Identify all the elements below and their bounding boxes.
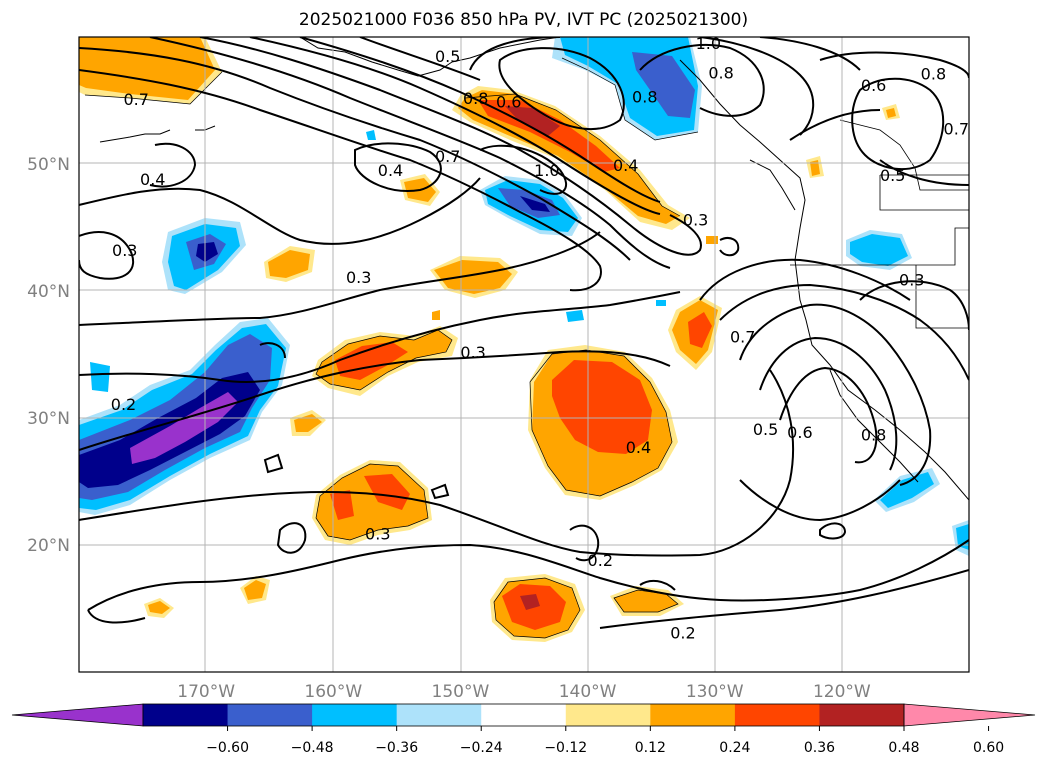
shade-east [366, 104, 969, 556]
colorbar-tick-label: 0.48 [888, 740, 919, 756]
shade-warm-15n [490, 574, 585, 642]
lat-label: 50°N [27, 155, 70, 175]
contour-label: 0.8 [861, 425, 886, 444]
colorbar-border [142, 703, 905, 727]
colorbar-tick-label: −0.48 [291, 740, 334, 756]
map-canvas: 0.5 0.7 0.8 0.6 1.0 0.8 0.8 0.6 0.8 0.7 0.5 0.4 0.4 0… [79, 34, 969, 672]
contour-label: 0.4 [626, 438, 651, 457]
shade-cold-alaska [552, 37, 702, 140]
lon-label: 140°W [559, 682, 617, 702]
contour-label: 0.8 [463, 89, 488, 108]
colorbar-tick-label: 0.60 [973, 740, 1004, 756]
contour-label: 0.4 [140, 170, 165, 189]
shade-warm-nw [79, 37, 222, 104]
contour-label: 0.3 [346, 268, 371, 287]
shade-warm-central [528, 296, 722, 500]
contour-label: 0.5 [435, 47, 460, 66]
contour-labels: 0.5 0.7 0.8 0.6 1.0 0.8 0.8 0.6 0.8 0.7 0.5 0.4 0.4 0… [111, 34, 969, 642]
contour-label: 1.0 [534, 161, 559, 180]
contour-label: 0.3 [460, 343, 485, 362]
colorbar-tick-label: −0.24 [460, 740, 503, 756]
contour-label: 0.6 [861, 76, 886, 95]
colorbar-extend-low [11, 703, 144, 727]
lat-label: 30°N [27, 409, 70, 429]
contour-label: 0.7 [435, 147, 460, 166]
contour-label: 0.6 [496, 93, 521, 112]
contour-label: 0.3 [683, 211, 708, 230]
contour-label: 0.7 [730, 328, 755, 347]
contour-label: 0.3 [899, 270, 924, 289]
colorbar-segment [819, 704, 905, 726]
contour-label: 0.8 [921, 65, 946, 84]
colorbar-segment [481, 704, 567, 726]
colorbar-segment [565, 704, 651, 726]
contour-label: 0.2 [588, 551, 613, 570]
colorbar-extend-high [903, 703, 1036, 727]
gridlines [79, 37, 969, 672]
contour-label: 0.4 [613, 156, 638, 175]
map-border [78, 36, 970, 673]
lon-label: 120°W [813, 682, 871, 702]
colorbar-tick-label: 0.24 [719, 740, 750, 756]
contour-label: 0.6 [787, 423, 812, 442]
lat-label: 40°N [27, 282, 70, 302]
lon-label: 150°W [432, 682, 490, 702]
political-borders [790, 119, 969, 329]
colorbar-tick-label: −0.36 [375, 740, 418, 756]
colorbar-segment [396, 704, 482, 726]
contour-label: 0.4 [378, 161, 403, 180]
contour-label: 0.8 [708, 63, 733, 82]
colorbar-tick-label: −0.12 [544, 740, 587, 756]
longitude-labels: 170°W 160°W 150°W 140°W 130°W 120°W [177, 682, 871, 702]
lon-label: 130°W [686, 682, 744, 702]
contour-label: 0.2 [111, 395, 136, 414]
contour-label: 0.3 [365, 524, 390, 543]
lon-label: 160°W [304, 682, 362, 702]
contour-label: 0.7 [123, 90, 148, 109]
colorbar-segment [312, 704, 398, 726]
contour-label: 0.8 [632, 88, 657, 107]
shade-cold-170w [162, 218, 246, 294]
lat-label: 20°N [27, 536, 70, 556]
colorbar: −0.60 −0.48 −0.36 −0.24 −0.12 0.12 0.24 0.36 0.4… [11, 703, 1036, 756]
colorbar-tick-label: 0.36 [804, 740, 835, 756]
pv-shading [79, 37, 969, 642]
contour-label: 0.2 [670, 623, 695, 642]
contour-label: 1.0 [696, 34, 721, 53]
contour-label: 0.5 [753, 420, 778, 439]
map-title: 2025021000 F036 850 hPa PV, IVT PC (2025… [298, 10, 749, 30]
contour-label: 0.5 [880, 166, 905, 185]
contour-label: 0.3 [112, 241, 137, 260]
colorbar-segment [734, 704, 820, 726]
latitude-labels: 50°N 40°N 30°N 20°N [27, 155, 70, 556]
colorbar-segment [227, 704, 313, 726]
ivt-contours [79, 37, 969, 629]
colorbar-segment [143, 704, 229, 726]
shade-cold-sw [79, 318, 290, 515]
lon-label: 170°W [177, 682, 235, 702]
colorbar-tick-label: 0.12 [635, 740, 666, 756]
colorbar-tick-label: −0.60 [206, 740, 249, 756]
colorbar-segment [650, 704, 736, 726]
contour-label: 0.7 [944, 119, 969, 138]
